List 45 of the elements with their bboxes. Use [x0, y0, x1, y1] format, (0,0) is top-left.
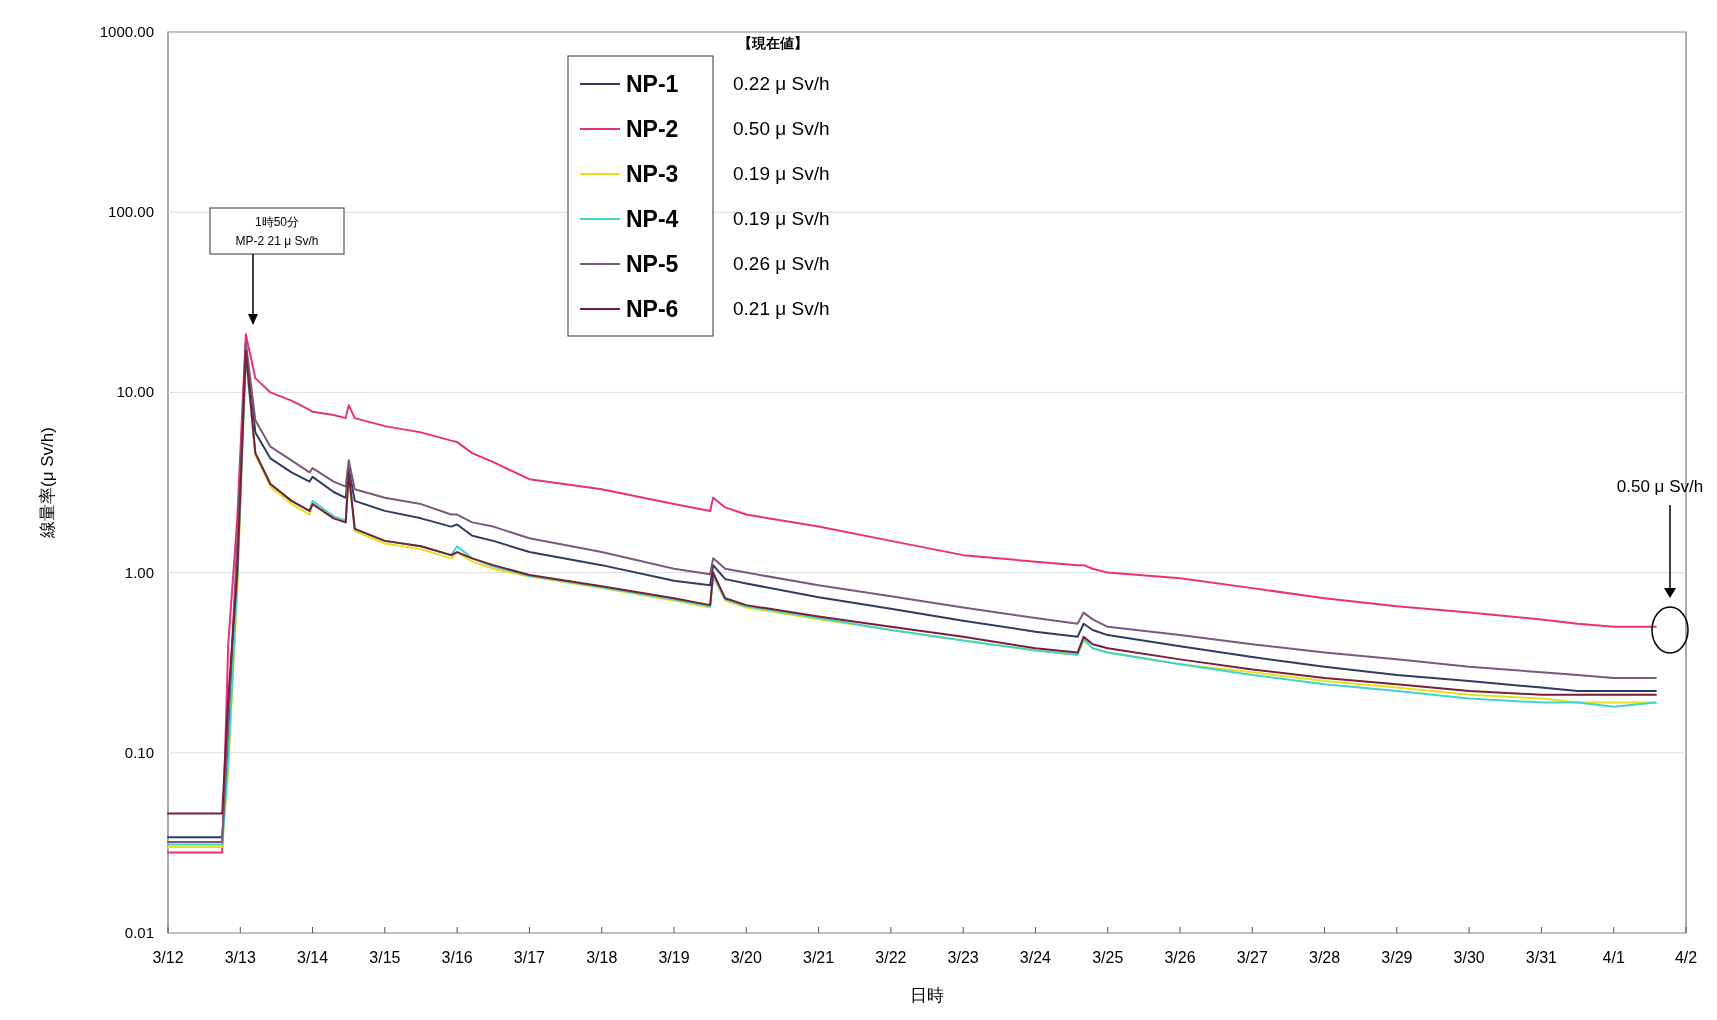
x-tick-label: 3/26 [1164, 949, 1196, 966]
x-tick-label: 3/21 [803, 949, 835, 966]
annotation: 0.50 μ Sv/h [733, 118, 830, 139]
x-tick-label: 3/23 [947, 949, 979, 966]
legend-label: NP-2 [626, 116, 679, 142]
y-tick-label: 0.10 [124, 743, 154, 761]
x-tick-label: 3/20 [730, 949, 762, 966]
x-tick-label: 3/14 [297, 949, 329, 966]
x-tick-label: 3/22 [875, 949, 907, 966]
annotation: 0.50 μ Sv/h [1616, 477, 1704, 496]
x-tick-label: 3/28 [1309, 949, 1341, 966]
annotation: 0.26 μ Sv/h [733, 253, 830, 274]
x-tick-label: 3/24 [1019, 949, 1052, 966]
x-tick-label: 3/13 [224, 949, 256, 966]
y-tick-label: 100.00 [108, 203, 154, 221]
x-tick-label: 3/17 [513, 949, 546, 966]
annotation: 【現在値】 [738, 35, 808, 51]
y-tick-label: 0.01 [124, 924, 154, 941]
x-tick-label: 3/29 [1381, 949, 1413, 966]
annotation: 1時50分 MP-2 21 μ Sv/h [235, 215, 319, 248]
x-tick-label: 3/30 [1453, 949, 1485, 966]
x-tick-label: 3/19 [658, 949, 690, 966]
annotation: 0.19 μ Sv/h [733, 163, 830, 184]
x-tick-label: 4/1 [1602, 949, 1625, 966]
x-tick-label: 3/31 [1525, 949, 1558, 966]
x-tick-label: 3/18 [586, 949, 618, 966]
legend-label: NP-6 [626, 296, 679, 322]
y-axis-title: 線量率(μ Sv/h) [38, 427, 57, 539]
x-tick-label: 3/27 [1236, 949, 1268, 966]
x-tick-label: 4/2 [1674, 949, 1698, 966]
legend-label: NP-1 [626, 71, 679, 97]
legend-label: NP-4 [626, 206, 679, 232]
x-tick-label: 3/25 [1092, 949, 1124, 966]
y-tick-label: 10.00 [116, 383, 154, 401]
annotation: 0.21 μ Sv/h [733, 298, 830, 319]
annotation: 0.22 μ Sv/h [733, 73, 830, 94]
annotation: 0.19 μ Sv/h [733, 208, 830, 229]
x-tick-label: 3/15 [369, 949, 401, 966]
legend-label: NP-3 [626, 161, 679, 187]
y-tick-label: 1.00 [124, 563, 154, 581]
legend-label: NP-5 [626, 251, 679, 277]
x-tick-label: 3/16 [441, 949, 473, 966]
y-tick-label: 1000.00 [99, 23, 154, 40]
x-tick-label: 3/12 [152, 949, 184, 966]
x-axis-title: 日時 [910, 986, 944, 1005]
